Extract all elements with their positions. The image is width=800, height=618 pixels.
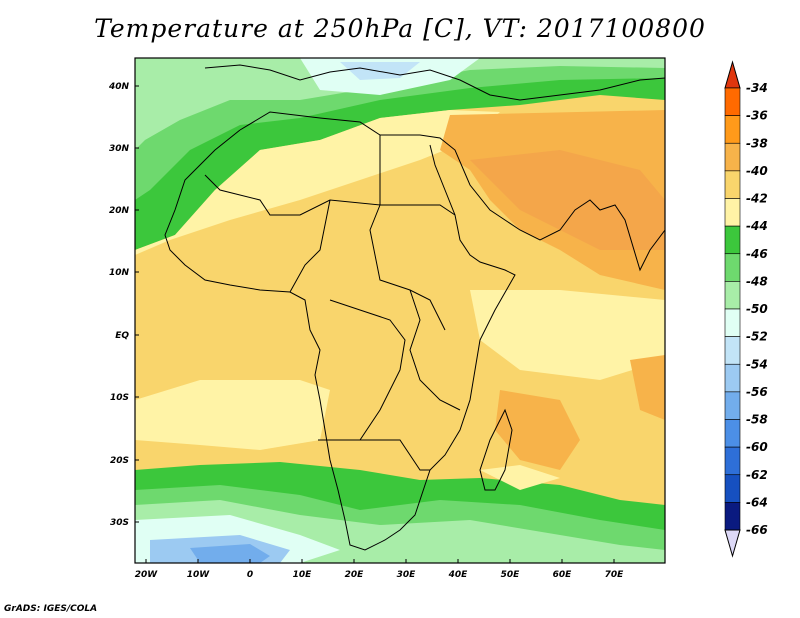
lon-label: 60E [553, 570, 573, 580]
colorbar-segment [724, 253, 741, 282]
colorbar-label: -40 [746, 164, 768, 178]
colorbar-segment [724, 142, 741, 172]
colorbar-label: -62 [746, 468, 768, 482]
colorbar-segment [724, 336, 741, 365]
colorbar-segment [724, 87, 741, 116]
coastlines [164, 64, 665, 551]
colorbar-segment [724, 225, 741, 255]
lat-label: 40N [108, 82, 130, 92]
lat-label: 10S [110, 393, 129, 403]
axis-ticks [135, 85, 615, 563]
lon-label: 10E [293, 570, 313, 580]
colorbar-segment [724, 115, 741, 144]
lat-labels: 40N 30N 20N 10N EQ 10S 20S 30S [108, 82, 130, 528]
lat-label: 30N [109, 144, 130, 154]
lat-label: EQ [115, 331, 129, 341]
colorbar: -34 -36 -38 -40 -42 -44 -46 -48 -50 -52 -54 -56 -58 -… [724, 60, 768, 558]
colorbar-segment [724, 474, 741, 503]
colorbar-label: -38 [746, 136, 768, 150]
colorbar-segment [724, 391, 741, 420]
colorbar-segment [724, 281, 741, 310]
colorbar-segment [724, 419, 741, 448]
lat-label: 30S [110, 518, 129, 528]
colorbar-arrow-bottom [724, 529, 741, 558]
colorbar-label: -36 [746, 109, 768, 123]
colorbar-segment [724, 363, 741, 393]
colorbar-segment [724, 502, 741, 531]
lon-labels: 20W 10W 0 10E 20E 30E 40E 50E 60E 70E [135, 570, 624, 580]
lon-label: 50E [501, 570, 521, 580]
colorbar-label: -58 [746, 413, 768, 427]
colorbar-label: -46 [746, 247, 768, 261]
lon-label: 30E [397, 570, 417, 580]
colorbar-label: -44 [746, 219, 768, 233]
colorbar-label: -54 [746, 357, 768, 371]
lon-label: 0 [247, 570, 253, 580]
lon-label: 40E [448, 570, 469, 580]
lon-label: 70E [605, 570, 625, 580]
colorbar-label: -66 [746, 523, 768, 537]
grads-credit: GrADS: IGES/COLA [4, 604, 98, 614]
lon-label: 20W [135, 570, 159, 580]
colorbar-label: -52 [746, 330, 768, 344]
colorbar-label: -50 [746, 302, 768, 316]
colorbar-label: -60 [746, 440, 768, 454]
temperature-field [135, 58, 665, 563]
lat-label: 20N [109, 206, 130, 216]
colorbar-segment [724, 308, 741, 337]
colorbar-segment [724, 198, 741, 227]
colorbar-arrow-top [724, 60, 741, 89]
colorbar-segment [724, 446, 741, 476]
colorbar-label: -48 [746, 274, 768, 288]
lon-label: 20E [345, 570, 365, 580]
colorbar-label: -56 [746, 385, 768, 399]
plot-frame [134, 57, 666, 564]
lon-label: 10W [187, 570, 211, 580]
colorbar-label: -34 [746, 81, 768, 95]
map-title: Temperature at 250hPa [C], VT: 201710080… [94, 14, 706, 43]
colorbar-label: -64 [746, 495, 768, 509]
colorbar-label: -42 [746, 192, 768, 206]
colorbar-segment [724, 170, 741, 199]
lat-label: 20S [110, 456, 129, 466]
lat-label: 10N [109, 268, 130, 278]
